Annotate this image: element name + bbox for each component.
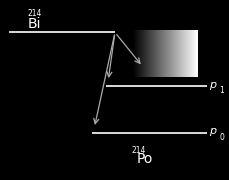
Text: 214: 214 <box>131 146 145 155</box>
Text: 1: 1 <box>219 86 224 95</box>
Text: Bi: Bi <box>27 17 41 31</box>
Text: p: p <box>208 80 215 90</box>
Text: 0: 0 <box>219 133 224 142</box>
Text: p: p <box>208 126 215 136</box>
Text: 214: 214 <box>27 9 42 18</box>
Text: Po: Po <box>136 152 153 166</box>
